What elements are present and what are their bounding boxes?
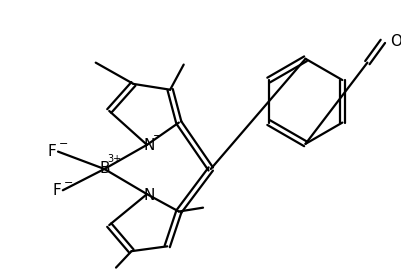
Text: F: F <box>47 144 56 159</box>
Text: F: F <box>52 183 61 198</box>
Text: 3+: 3+ <box>107 154 121 164</box>
Text: N: N <box>143 138 154 153</box>
Text: N: N <box>143 187 154 203</box>
Text: B: B <box>99 162 109 177</box>
Text: O: O <box>391 34 401 49</box>
Text: −: − <box>153 131 162 141</box>
Text: −: − <box>64 177 73 187</box>
Text: −: − <box>59 139 69 149</box>
